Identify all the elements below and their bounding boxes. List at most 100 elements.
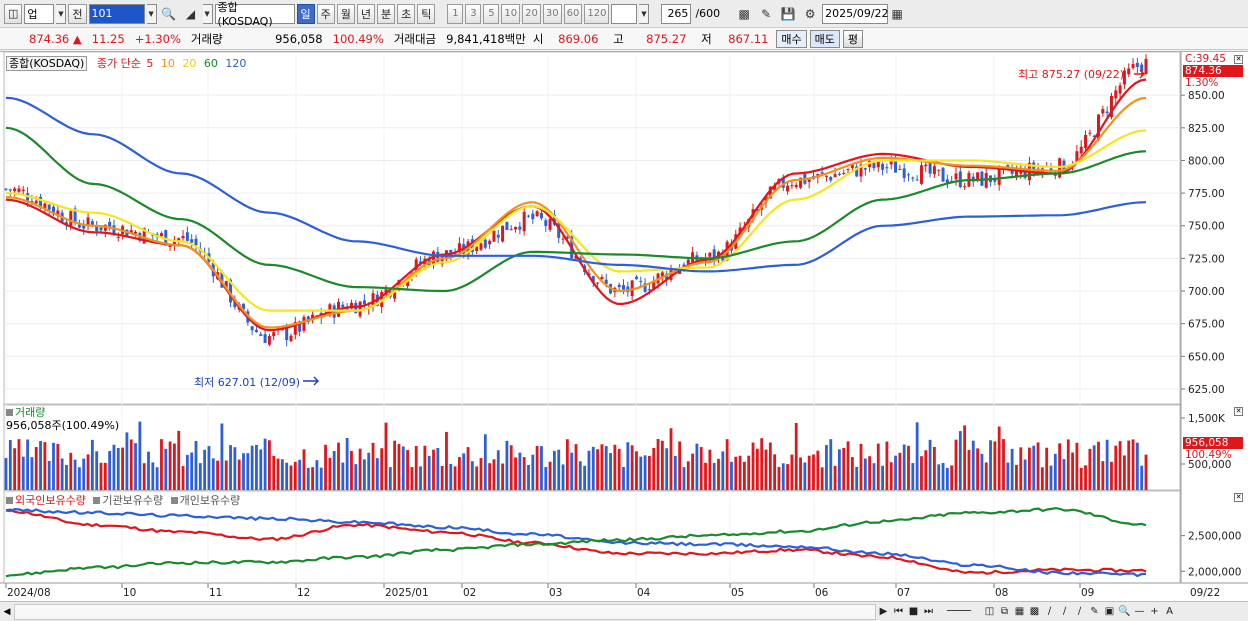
interval-custom-input[interactable] [611,3,638,24]
interval-10[interactable]: 10 [501,3,521,24]
candle-body [768,186,772,199]
volume-bar [574,444,578,490]
period-day[interactable]: 일 [296,3,315,24]
code-input[interactable]: 101 [88,3,145,24]
trend-line-icon[interactable]: ∕ [1047,606,1052,617]
calendar-icon[interactable]: ▦ [891,6,903,21]
price-panel[interactable] [3,52,1181,405]
candle-body [159,233,163,237]
interval-20[interactable]: 20 [522,3,541,24]
interval-5[interactable]: 5 [483,3,500,24]
close-icon[interactable]: ✕ [1234,493,1243,502]
volume-bar [142,463,146,490]
candle-body [963,186,967,188]
trend-line-icon[interactable]: ∕ [1077,606,1082,617]
rewind-icon[interactable]: ⏮ [894,606,903,617]
zoom-icon[interactable]: 🔍 [1118,606,1131,617]
volume-bar [708,449,712,490]
copy-icon[interactable]: ⧉ [1000,606,1009,617]
chevron-down-icon[interactable]: ▼ [639,3,650,24]
candle-body [1140,64,1144,72]
volume-bar [8,439,12,490]
interval-60[interactable]: 60 [563,3,583,24]
candle-body [69,211,73,227]
volume-legend: 거래량 956,058주(100.49%) [6,406,119,432]
chart-area[interactable]: 850.00 825.00 800.00 775.00 750.00 725.00 700.… [0,51,1248,601]
volume-bar [656,438,660,490]
chart-type-icon[interactable]: ▩ [1029,606,1040,617]
chevron-down-icon[interactable]: ▼ [202,3,213,24]
interval-120[interactable]: 120 [584,3,610,24]
fast-forward-icon[interactable]: ⏭ [924,606,933,617]
period-year[interactable]: 년 [356,3,376,24]
candle-settings-icon[interactable]: ▩ [738,6,750,21]
candle-body [164,230,168,246]
draw-tool-icon[interactable]: ✎ [761,6,772,21]
trend-line-icon[interactable]: ∕ [1062,606,1067,617]
candle-body [181,235,185,239]
font-icon[interactable]: A [1166,606,1173,617]
candle-body [708,252,712,257]
volume-bar [56,443,60,490]
stop-icon[interactable]: ■ [908,606,919,617]
candle-body [1023,168,1027,178]
holdings-panel[interactable] [3,490,1181,584]
speaker-icon[interactable]: ◢ [185,6,196,21]
period-week[interactable]: 주 [316,3,335,24]
market-type-select[interactable]: 업 [24,3,55,24]
period-minute[interactable]: 분 [377,3,396,24]
zoom-slider[interactable]: ──── [946,606,972,617]
interval-30[interactable]: 30 [542,3,562,24]
holdings-line [5,508,1147,575]
date-input[interactable]: 2025/09/22 [822,3,889,24]
volume-title: 거래량 [15,406,46,419]
gear-icon[interactable]: ⚙ [804,6,816,21]
layout-icon[interactable]: ◫ [984,606,995,617]
chevron-down-icon[interactable]: ▼ [56,3,67,24]
period-second[interactable]: 초 [397,3,416,24]
pen-icon[interactable]: ✎ [1090,606,1099,617]
price-legend: 종합(KOSDAQ) 종가 단순 5 10 20 60 120 [6,55,246,71]
volume-bar [993,441,997,490]
volume-bar [648,455,651,490]
volume-bar [1101,461,1105,490]
period-month[interactable]: 월 [336,3,355,24]
close-icon[interactable]: ✕ [1234,55,1243,64]
price-tick-label: 775.00 [1188,188,1225,200]
count-input[interactable]: 265 [661,3,692,24]
period-tick[interactable]: 틱 [417,3,436,24]
candle-body [1109,95,1113,117]
candle-body [1079,146,1083,154]
image-icon[interactable]: ▣ [1104,606,1115,617]
scroll-left-icon[interactable]: ◀ [3,606,11,617]
candle-body [557,223,561,238]
interval-3[interactable]: 3 [465,3,482,24]
x-axis-label: 02 [463,587,476,599]
chevron-down-icon[interactable]: ▼ [146,3,157,24]
volume-bar [734,456,738,490]
price-info-bar: 874.36 ▲ 11.25 +1.30% 거래량 956,058 100.49… [0,28,1248,50]
save-icon[interactable]: 💾 [780,6,796,21]
chart-canvas[interactable]: 850.00 825.00 800.00 775.00 750.00 725.00 700.… [0,52,1248,602]
minus-icon[interactable]: — [1134,606,1145,617]
scroll-right-icon[interactable]: ▶ [879,606,888,617]
eval-button[interactable]: 평 [842,29,864,48]
candle-body [371,293,375,306]
scroll-track[interactable] [14,603,876,620]
grid-icon[interactable]: ▦ [1014,606,1025,617]
index-legend-name[interactable]: 종합(KOSDAQ) [6,56,88,71]
layout-icon[interactable]: ◫ [4,3,23,24]
candle-body [527,215,530,217]
buy-button[interactable]: 매수 [776,29,807,48]
search-icon[interactable]: 🔍 [161,6,176,21]
volume-bar [293,461,297,490]
plus-icon[interactable]: + [1150,606,1159,617]
close-icon[interactable]: ✕ [1234,407,1243,416]
interval-1[interactable]: 1 [447,3,464,24]
sell-button[interactable]: 매도 [809,29,840,48]
volume-bar [341,462,345,490]
volume-bar [1127,440,1131,490]
volume-bar [95,451,99,490]
prev-button[interactable]: 전 [68,3,87,24]
volume-bar [449,463,453,490]
